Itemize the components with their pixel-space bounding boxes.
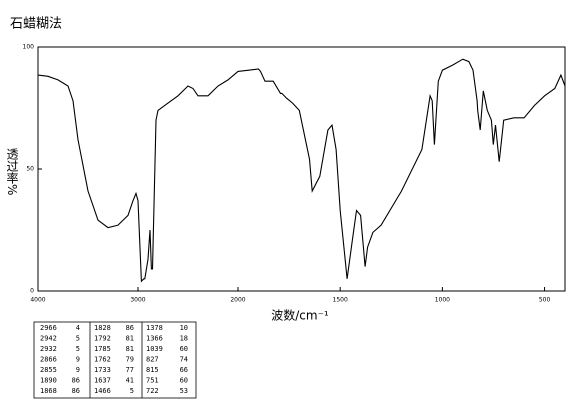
table-cell: 815 bbox=[146, 366, 159, 374]
table-cell: 5 bbox=[76, 335, 80, 343]
table-cell: 4 bbox=[76, 324, 80, 332]
table-cell: 2855 bbox=[40, 366, 57, 374]
table-cell: 1868 bbox=[40, 387, 57, 395]
table-cell: 5 bbox=[130, 387, 134, 395]
table-cell: 10 bbox=[180, 324, 188, 332]
table-cell: 1366 bbox=[146, 335, 163, 343]
table-cell: 9 bbox=[76, 366, 80, 374]
x-tick-label: 4000 bbox=[30, 297, 45, 304]
y-tick-label: 50 bbox=[26, 166, 34, 173]
table-cell: 2942 bbox=[40, 335, 57, 343]
x-axis-label: 波数/cm⁻¹ bbox=[271, 308, 329, 323]
table-cell: 60 bbox=[180, 377, 188, 385]
x-tick-label: 2000 bbox=[230, 297, 245, 304]
table-cell: 1733 bbox=[94, 366, 111, 374]
x-tick-label: 1500 bbox=[333, 297, 348, 304]
table-cell: 86 bbox=[126, 324, 134, 332]
table-cell: 1762 bbox=[94, 356, 111, 364]
table-cell: 86 bbox=[72, 387, 80, 395]
x-tick-label: 1000 bbox=[435, 297, 450, 304]
table-cell: 1890 bbox=[40, 377, 57, 385]
table-cell: 722 bbox=[146, 387, 159, 395]
table-cell: 2866 bbox=[40, 356, 57, 364]
table-cell: 827 bbox=[146, 356, 159, 364]
table-cell: 1378 bbox=[146, 324, 163, 332]
table-cell: 81 bbox=[126, 335, 134, 343]
table-cell: 86 bbox=[72, 377, 80, 385]
table-cell: 53 bbox=[180, 387, 188, 395]
table-cell: 1637 bbox=[94, 377, 111, 385]
table-cell: 1466 bbox=[94, 387, 111, 395]
y-tick-label: 100 bbox=[23, 44, 35, 51]
table-cell: 66 bbox=[180, 366, 188, 374]
table-cell: 79 bbox=[126, 356, 134, 364]
table-cell: 60 bbox=[180, 345, 188, 353]
table-cell: 2966 bbox=[40, 324, 57, 332]
table-frame bbox=[33, 321, 197, 399]
table-cell: 5 bbox=[76, 345, 80, 353]
y-axis-label: 透过率% bbox=[5, 148, 19, 196]
y-tick-label: 0 bbox=[30, 288, 34, 295]
table-cell: 1785 bbox=[94, 345, 111, 353]
table-cell: 1039 bbox=[146, 345, 163, 353]
table-cell: 751 bbox=[146, 377, 159, 385]
table-cell: 81 bbox=[126, 345, 134, 353]
table-cell: 1792 bbox=[94, 335, 111, 343]
spectrum-line bbox=[37, 58, 566, 283]
plot-frame bbox=[37, 46, 566, 292]
table-cell: 77 bbox=[126, 366, 134, 374]
table-cell: 2932 bbox=[40, 345, 57, 353]
table-cell: 41 bbox=[126, 377, 134, 385]
table-cell: 1828 bbox=[94, 324, 111, 332]
x-tick-label: 500 bbox=[539, 297, 551, 304]
chart-title: 石蜡糊法 bbox=[10, 16, 62, 32]
table-cell: 9 bbox=[76, 356, 80, 364]
table-cell: 18 bbox=[180, 335, 188, 343]
table-cell: 74 bbox=[180, 356, 188, 364]
x-tick-label: 3000 bbox=[130, 297, 145, 304]
